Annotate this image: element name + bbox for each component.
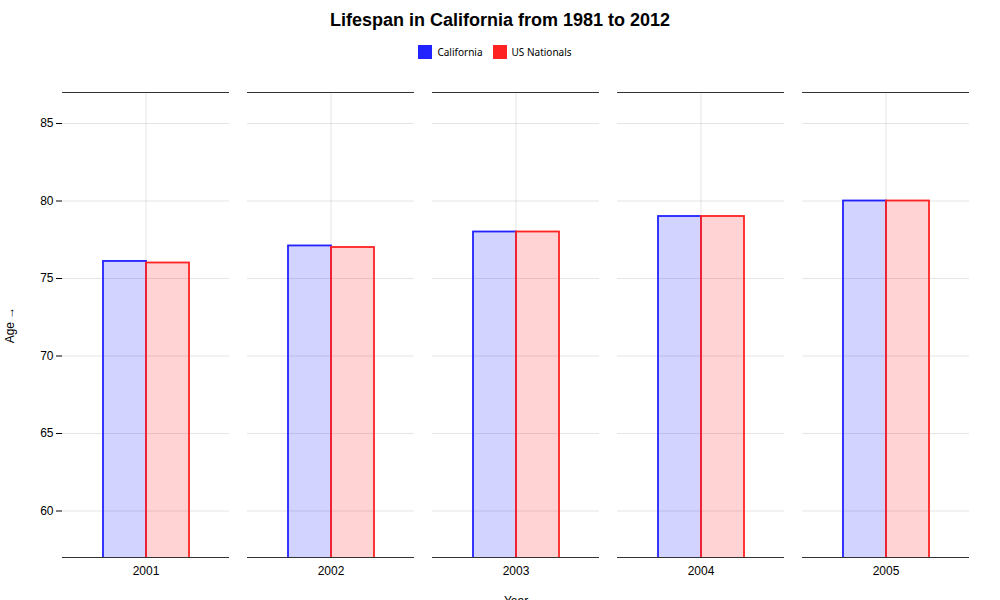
svg-text:85: 85	[40, 116, 54, 130]
svg-text:2004: 2004	[688, 564, 715, 578]
svg-text:75: 75	[40, 271, 54, 285]
svg-text:Year: Year	[504, 594, 528, 600]
svg-text:70: 70	[40, 349, 54, 363]
html-text:US Nationals: US Nationals	[511, 44, 572, 59]
svg-text:2005: 2005	[873, 564, 900, 578]
svg-text:2001: 2001	[133, 564, 160, 578]
svg-text:60: 60	[40, 504, 54, 518]
html-text:Lifespan in California from 19: Lifespan in California from 1981 to 2012	[329, 10, 670, 30]
svg-text:2002: 2002	[318, 564, 345, 578]
svg-text:Age →: Age →	[3, 307, 17, 344]
svg-text:65: 65	[40, 426, 54, 440]
svg-text:2003: 2003	[503, 564, 530, 578]
svg-text:80: 80	[40, 194, 54, 208]
html-text:California: California	[437, 44, 483, 59]
